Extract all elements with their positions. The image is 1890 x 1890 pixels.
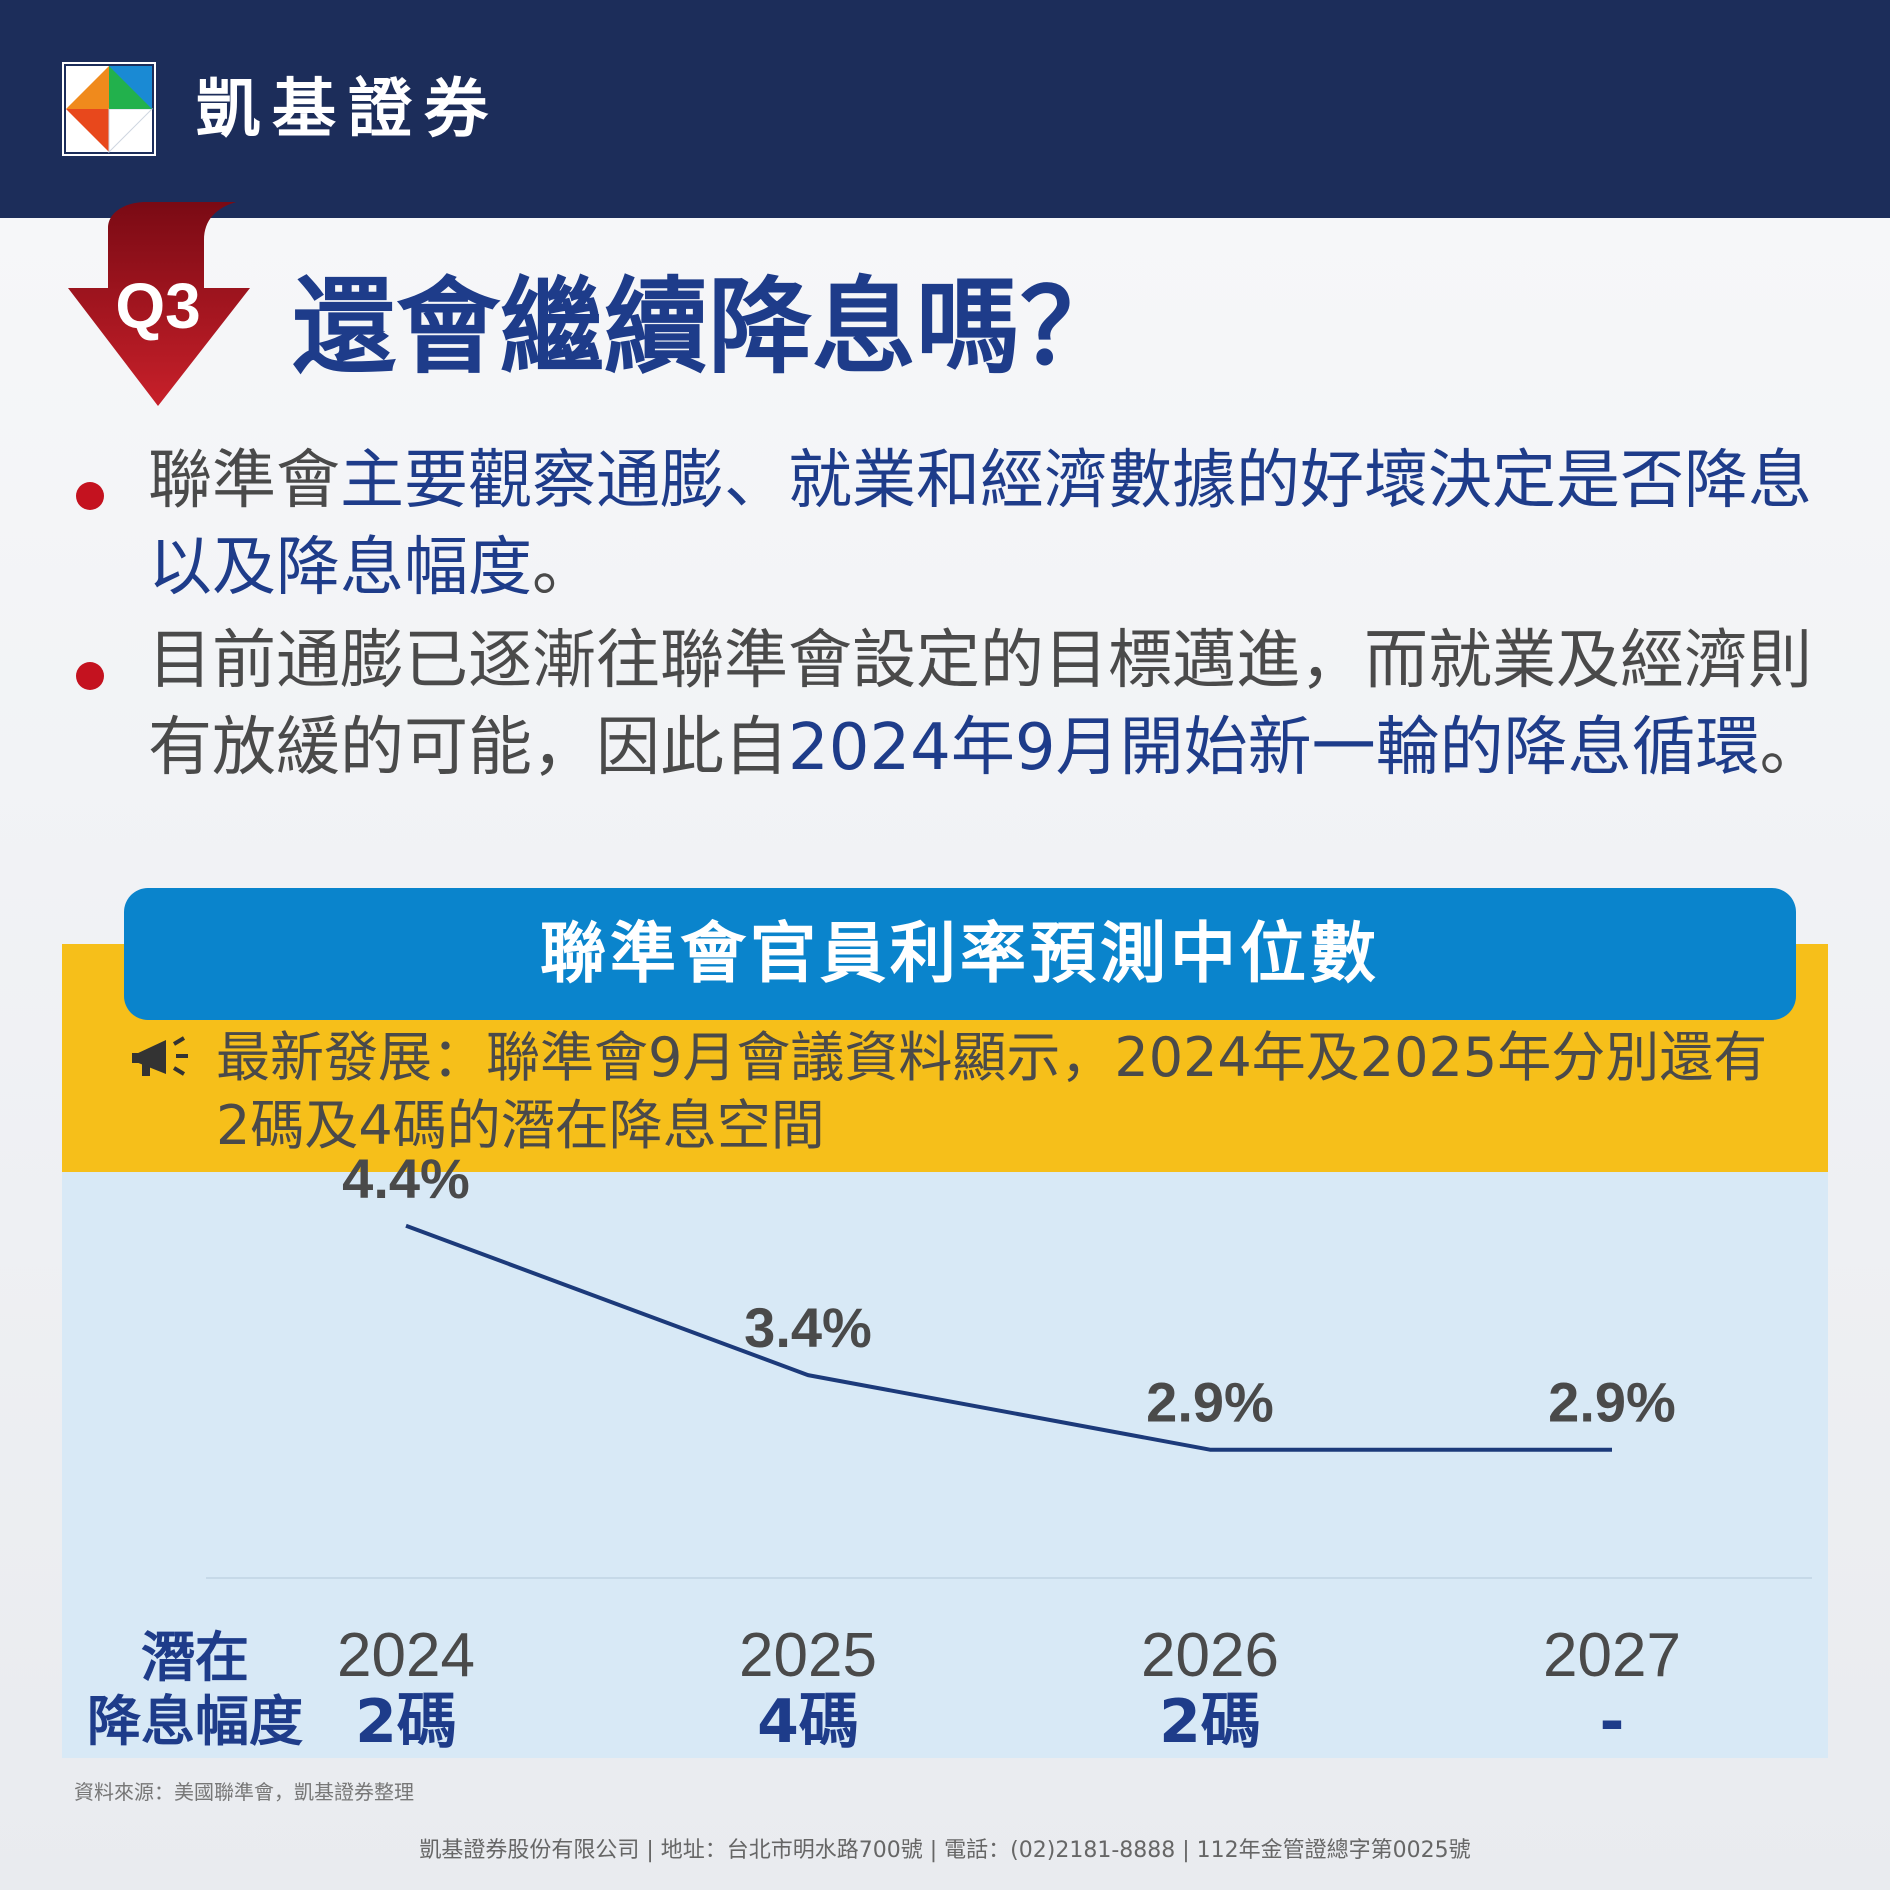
header-bar: 凱基證券 bbox=[0, 0, 1890, 218]
bullet-text-highlight: 主要觀察通膨、就業和經濟數據的好壞決定是否降息以及降息幅度 bbox=[148, 444, 1812, 605]
chart-banner bbox=[124, 888, 1796, 1020]
potential-cut-2026: 2碼 bbox=[1159, 1687, 1261, 1757]
bullet-list: 聯準會主要觀察通膨、就業和經濟數據的好壞決定是否降息以及降息幅度。 目前通膨已逐… bbox=[70, 438, 1850, 798]
x-tick-label-2025: 2025 bbox=[739, 1621, 877, 1690]
x-tick-label-2026: 2026 bbox=[1141, 1621, 1279, 1690]
bullet-text-highlight: 2024年9月開始新一輪的降息循環 bbox=[788, 711, 1760, 785]
data-label-2025: 3.4% bbox=[744, 1296, 872, 1359]
bullet-text-segment: 。 bbox=[532, 531, 596, 605]
q-badge-arrow-icon: Q3 bbox=[68, 202, 250, 406]
brand-logo-icon bbox=[62, 62, 156, 156]
potential-cut-2024: 2碼 bbox=[355, 1687, 457, 1757]
bullet-text-segment: 目前通膨已逐漸往聯準會設定的目標邁進，而就業及經濟則有放緩的可能，因此自 bbox=[148, 624, 1812, 785]
q-badge-label: Q3 bbox=[115, 270, 200, 342]
page-title: 還會繼續降息嗎？ bbox=[292, 266, 1125, 388]
data-label-2027: 2.9% bbox=[1548, 1371, 1676, 1434]
megaphone-icon bbox=[132, 1036, 188, 1076]
data-label-2024: 4.4% bbox=[342, 1147, 470, 1210]
brand-name: 凱基證券 bbox=[196, 73, 500, 147]
chart-title: 聯準會官員利率預測中位數 bbox=[540, 915, 1380, 992]
potential-cut-label-line-2: 降息幅度 bbox=[87, 1690, 303, 1753]
bullet-text-segment: 聯準會 bbox=[148, 444, 340, 518]
bullet-dot-icon bbox=[76, 482, 104, 510]
bullet-text: 聯準會主要觀察通膨、就業和經濟數據的好壞決定是否降息以及降息幅度。 bbox=[148, 438, 1848, 612]
footer-disclaimer: 凱基證券股份有限公司 | 地址：台北市明水路700號 | 電話：(02)2181… bbox=[419, 1838, 1471, 1863]
potential-cut-2027: - bbox=[1599, 1687, 1625, 1757]
source-note: 資料來源：美國聯準會，凱基證券整理 bbox=[74, 1780, 414, 1804]
x-tick-label-2027: 2027 bbox=[1543, 1621, 1681, 1690]
bullet-text: 目前通膨已逐漸往聯準會設定的目標邁進，而就業及經濟則有放緩的可能，因此自2024… bbox=[148, 618, 1848, 792]
bullet-text-segment: 。 bbox=[1759, 711, 1824, 785]
bullet-item-2: 目前通膨已逐漸往聯準會設定的目標邁進，而就業及經濟則有放緩的可能，因此自2024… bbox=[70, 618, 1850, 792]
data-label-2026: 2.9% bbox=[1146, 1371, 1274, 1434]
bullet-dot-icon bbox=[76, 662, 104, 690]
x-tick-label-2024: 2024 bbox=[337, 1621, 475, 1690]
latest-note-text: 最新發展：聯準會9月會議資料顯示，2024年及2025年分別還有2碼及4碼的潛在… bbox=[216, 1026, 1768, 1157]
series-line bbox=[405, 1223, 1612, 1452]
potential-cut-row-label: 潛在 降息幅度 bbox=[80, 1626, 310, 1754]
bullet-item-1: 聯準會主要觀察通膨、就業和經濟數據的好壞決定是否降息以及降息幅度。 bbox=[70, 438, 1850, 612]
potential-cut-label-line-1: 潛在 bbox=[141, 1626, 249, 1689]
potential-cut-2025: 4碼 bbox=[757, 1687, 859, 1757]
